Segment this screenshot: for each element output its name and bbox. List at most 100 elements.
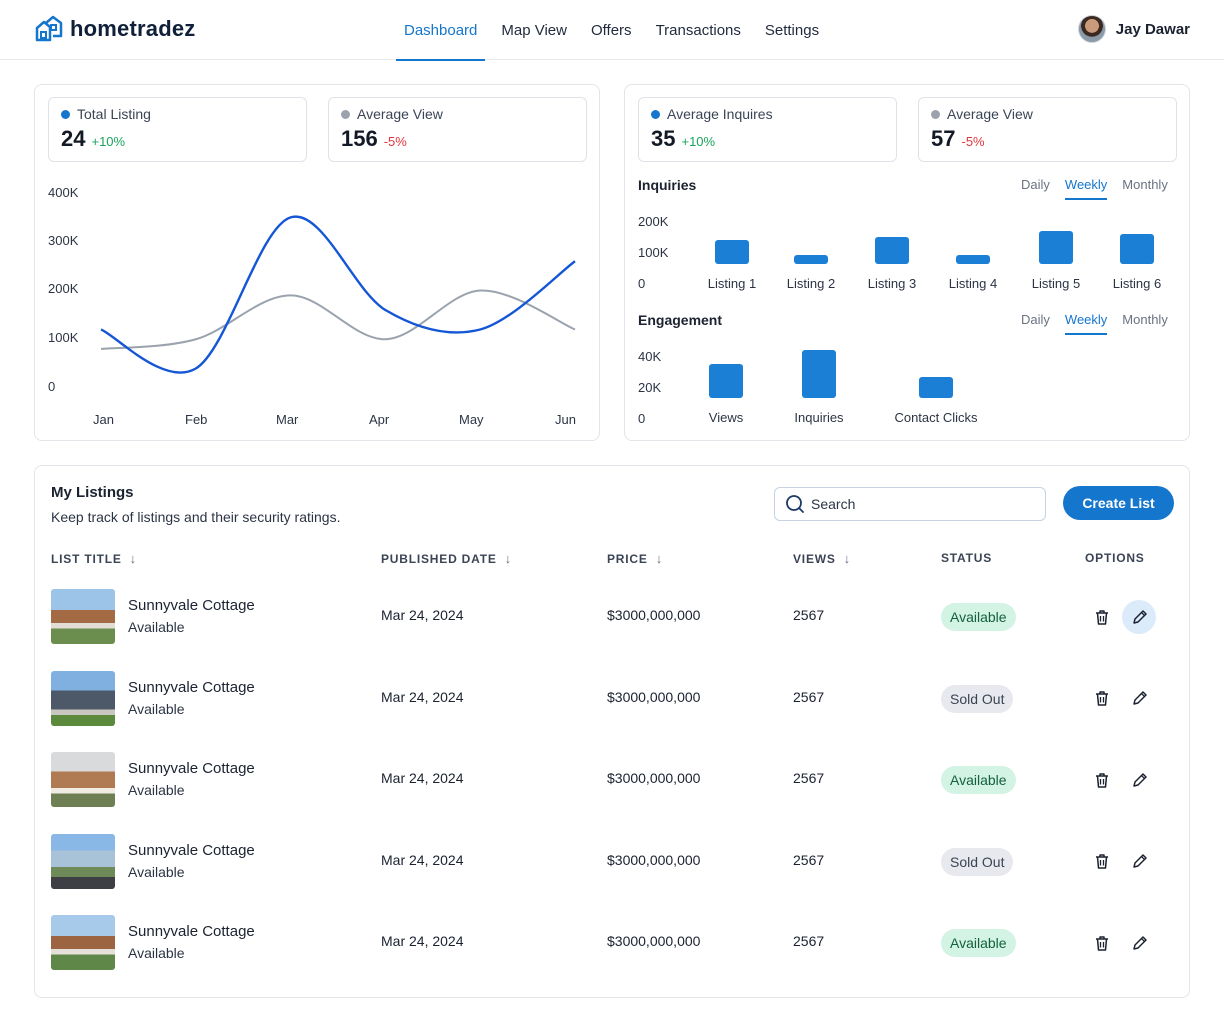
stat-change: +10%: [91, 134, 126, 149]
y-tick: 400K: [48, 185, 79, 200]
stat-label: Average View: [947, 106, 1033, 122]
status-badge: Available: [941, 766, 1016, 794]
trash-icon: [1096, 691, 1108, 706]
gray-dot-icon: [931, 109, 940, 119]
nav-transactions[interactable]: Transactions: [655, 21, 741, 39]
stat-change: +10%: [681, 134, 716, 149]
sort-down-icon[interactable]: ↓: [504, 551, 512, 566]
tab-weekly[interactable]: Weekly: [1064, 312, 1108, 335]
stat-value: 57: [931, 126, 956, 151]
y-tick: 100K: [638, 245, 669, 260]
column-label: STATUS: [941, 551, 993, 565]
edit-button[interactable]: [1122, 763, 1156, 797]
sort-down-icon[interactable]: ↓: [843, 551, 851, 566]
search-icon: [786, 495, 804, 513]
stat-label: Average Inquires: [667, 106, 773, 122]
delete-button[interactable]: [1085, 600, 1119, 634]
y-tick: 0: [638, 411, 646, 426]
listing-thumbnail[interactable]: [51, 915, 115, 970]
edit-button[interactable]: [1122, 926, 1156, 960]
stat-value: 24: [61, 126, 86, 151]
nav-settings[interactable]: Settings: [764, 21, 820, 39]
bar[interactable]: [919, 377, 953, 398]
inquiries-title: Inquiries: [638, 177, 697, 193]
listing-thumbnail[interactable]: [51, 833, 115, 889]
listing-name: Sunnyvale Cottage: [128, 760, 255, 777]
brand-name: hometradez: [70, 16, 196, 41]
column-header-price[interactable]: PRICE ↓: [607, 551, 663, 566]
bar-label: Listing 1: [707, 276, 757, 291]
edit-button[interactable]: [1122, 682, 1156, 716]
search-box[interactable]: [774, 487, 1046, 521]
y-tick: 40K: [638, 349, 662, 364]
search-input[interactable]: [811, 496, 1031, 512]
series-line-2: [100, 289, 576, 350]
table-row[interactable]: Sunnyvale Cottage Available Mar 24, 2024 $3…: [35, 752, 1189, 834]
table-row[interactable]: Sunnyvale Cottage Available Mar 24, 2024 $3…: [35, 915, 1189, 997]
delete-button[interactable]: [1085, 763, 1119, 797]
create-list-button[interactable]: Create List: [1063, 486, 1174, 520]
top-navigation-bar: hometradez Dashboard Map View Offers Tra…: [0, 0, 1224, 61]
listings-subtitle: Keep track of listings and their securit…: [51, 509, 341, 525]
engagement-tabs: Daily Weekly Monthly: [1021, 312, 1168, 335]
inquiries-engagement-panel: Average Inquires 35 +10% Average View 57-…: [624, 84, 1190, 441]
listing-availability: Available: [128, 863, 185, 880]
bar[interactable]: [875, 237, 909, 264]
listing-thumbnail[interactable]: [51, 752, 115, 807]
bar[interactable]: [956, 255, 990, 264]
listing-name: Sunnyvale Cottage: [128, 597, 255, 614]
trash-icon: [1096, 609, 1108, 625]
nav-map-view[interactable]: Map View: [501, 21, 567, 39]
stat-total-listing: Total Listing 24 +10%: [48, 97, 307, 162]
x-tick: Jun: [555, 412, 576, 427]
published-date: Mar 24, 2024: [381, 851, 464, 868]
user-menu[interactable]: Jay Dawar: [1077, 15, 1190, 43]
listing-views: 2567: [793, 607, 825, 623]
tab-monthly[interactable]: Monthly: [1122, 177, 1168, 192]
listing-name: Sunnyvale Cottage: [128, 923, 255, 940]
delete-button[interactable]: [1085, 926, 1119, 960]
x-tick: May: [459, 412, 484, 427]
bar[interactable]: [1039, 231, 1073, 264]
nav-dashboard[interactable]: Dashboard: [396, 0, 486, 61]
pencil-icon: [1132, 609, 1147, 624]
user-name: Jay Dawar: [1115, 20, 1190, 38]
bar[interactable]: [1120, 234, 1154, 264]
listing-name: Sunnyvale Cottage: [128, 678, 255, 696]
listing-thumbnail[interactable]: [51, 589, 115, 644]
edit-button[interactable]: [1122, 600, 1156, 634]
edit-button[interactable]: [1122, 845, 1156, 879]
y-tick: 100K: [48, 330, 79, 345]
listing-thumbnail[interactable]: [51, 670, 115, 726]
column-header-list-title[interactable]: LIST TITLE ↓: [51, 551, 137, 566]
table-row[interactable]: Sunnyvale Cottage Available Mar 24, 2024 $3…: [35, 833, 1189, 916]
y-tick: 200K: [48, 281, 79, 296]
tab-daily[interactable]: Daily: [1021, 312, 1050, 327]
bar[interactable]: [709, 363, 743, 398]
column-header-published-date[interactable]: PUBLISHED DATE ↓: [381, 551, 512, 566]
status-badge: Sold Out: [941, 847, 1014, 876]
bar[interactable]: [802, 349, 836, 398]
bar-label: Listing 2: [786, 276, 836, 291]
bar-label: Contact Clicks: [894, 410, 978, 425]
sort-down-icon[interactable]: ↓: [129, 551, 137, 566]
delete-button[interactable]: [1085, 845, 1119, 879]
stat-value: 156: [341, 126, 378, 151]
delete-button[interactable]: [1085, 682, 1119, 716]
tab-weekly[interactable]: Weekly: [1064, 177, 1108, 200]
column-label: PUBLISHED DATE: [381, 551, 497, 566]
logo[interactable]: hometradez: [34, 14, 195, 44]
nav-offers[interactable]: Offers: [590, 21, 632, 39]
tab-daily[interactable]: Daily: [1021, 177, 1050, 192]
table-row[interactable]: Sunnyvale Cottage Available Mar 24, 2024 $3…: [35, 589, 1189, 671]
gray-dot-icon: [341, 109, 350, 119]
column-header-views[interactable]: VIEWS ↓: [793, 551, 851, 566]
tab-monthly[interactable]: Monthly: [1122, 312, 1168, 327]
stat-change: -5%: [383, 134, 407, 149]
bar[interactable]: [794, 255, 828, 264]
bar[interactable]: [715, 240, 749, 264]
table-row[interactable]: Sunnyvale Cottage Available Mar 24, 2024 $3…: [35, 670, 1189, 753]
sort-down-icon[interactable]: ↓: [655, 551, 663, 566]
published-date: Mar 24, 2024: [381, 688, 464, 705]
stat-value: 35: [651, 126, 676, 151]
